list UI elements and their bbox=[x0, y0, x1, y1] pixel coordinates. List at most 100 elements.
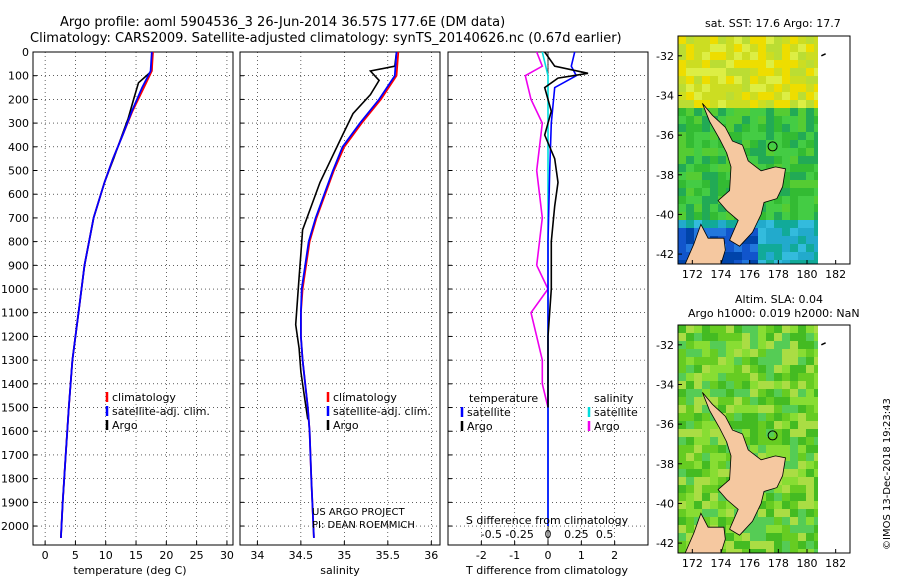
x-tick-label: 1 bbox=[578, 549, 585, 562]
map-cell bbox=[758, 373, 766, 381]
map-cell bbox=[790, 461, 798, 469]
map-cell bbox=[806, 517, 814, 525]
map-cell bbox=[694, 509, 702, 517]
map-cell bbox=[814, 68, 818, 76]
map-cell bbox=[790, 429, 798, 437]
map-cell bbox=[758, 517, 766, 525]
map-cell bbox=[758, 413, 766, 421]
map-cell bbox=[726, 405, 734, 413]
map-cell bbox=[750, 349, 758, 357]
map-cell bbox=[806, 196, 814, 204]
map-cell bbox=[702, 180, 710, 188]
map-cell bbox=[702, 333, 710, 341]
map-cell bbox=[686, 357, 694, 365]
map-cell bbox=[734, 244, 742, 252]
x-tick-label: 36 bbox=[424, 549, 438, 562]
map-cell bbox=[790, 244, 798, 252]
map-cell bbox=[750, 140, 758, 148]
map-cell bbox=[774, 509, 782, 517]
map-cell bbox=[774, 132, 782, 140]
map-cell bbox=[710, 84, 718, 92]
map-cell bbox=[702, 389, 710, 397]
map-cell bbox=[758, 349, 766, 357]
map-cell bbox=[686, 517, 694, 525]
map-cell bbox=[814, 108, 818, 116]
t-legend-argo-label: Argo bbox=[467, 420, 493, 433]
map-cell bbox=[806, 389, 814, 397]
map-cell bbox=[710, 469, 718, 477]
map-cell bbox=[710, 381, 718, 389]
map-cell bbox=[686, 148, 694, 156]
map-cell bbox=[702, 172, 710, 180]
map-cell bbox=[726, 124, 734, 132]
s-tick-label: -0.5 bbox=[481, 528, 502, 541]
map-cell bbox=[790, 76, 798, 84]
map-cell bbox=[750, 124, 758, 132]
map-cell bbox=[710, 365, 718, 373]
map-cell bbox=[710, 172, 718, 180]
map-cell bbox=[702, 461, 710, 469]
map-cell bbox=[766, 108, 774, 116]
map-cell bbox=[766, 220, 774, 228]
map-cell bbox=[814, 132, 818, 140]
map-cell bbox=[814, 52, 818, 60]
map-cell bbox=[718, 373, 726, 381]
map-cell bbox=[806, 44, 814, 52]
map-cell bbox=[750, 228, 758, 236]
map-cell bbox=[782, 333, 790, 341]
map-cell bbox=[782, 252, 790, 260]
map-cell bbox=[758, 108, 766, 116]
y-tick-label: 800 bbox=[8, 236, 29, 249]
map-cell bbox=[766, 405, 774, 413]
map-cell bbox=[694, 140, 702, 148]
map-cell bbox=[750, 116, 758, 124]
map-cell bbox=[678, 357, 686, 365]
map-cell bbox=[806, 36, 814, 44]
map-cell bbox=[758, 429, 766, 437]
x-tick-label: 10 bbox=[99, 549, 113, 562]
map-cell bbox=[726, 501, 734, 509]
x-tick-label: 5 bbox=[72, 549, 79, 562]
map-cell bbox=[766, 148, 774, 156]
map-cell bbox=[782, 477, 790, 485]
map-cell bbox=[798, 357, 806, 365]
island-marker bbox=[821, 342, 826, 346]
map-cell bbox=[734, 421, 742, 429]
map-cell bbox=[766, 36, 774, 44]
sal-x-axis-label: salinity bbox=[320, 564, 360, 577]
map-cell bbox=[694, 381, 702, 389]
map-cell bbox=[742, 36, 750, 44]
map-cell bbox=[814, 525, 818, 533]
map-cell bbox=[750, 36, 758, 44]
s-tick-label: 0 bbox=[545, 528, 552, 541]
map-cell bbox=[686, 469, 694, 477]
map-cell bbox=[814, 469, 818, 477]
map-cell bbox=[814, 413, 818, 421]
map-cell bbox=[774, 365, 782, 373]
map-cell bbox=[774, 44, 782, 52]
map-cell bbox=[702, 60, 710, 68]
map-cell bbox=[758, 453, 766, 461]
map-cell bbox=[798, 36, 806, 44]
map-cell bbox=[806, 533, 814, 541]
map-cell bbox=[814, 220, 818, 228]
map-cell bbox=[694, 116, 702, 124]
map-cell bbox=[766, 156, 774, 164]
map-cell bbox=[806, 116, 814, 124]
map-cell bbox=[742, 365, 750, 373]
map-cell bbox=[790, 381, 798, 389]
map-cell bbox=[782, 405, 790, 413]
map-cell bbox=[814, 228, 818, 236]
map-cell bbox=[798, 260, 806, 264]
map-cell bbox=[734, 60, 742, 68]
map-cell bbox=[694, 68, 702, 76]
map-cell bbox=[710, 477, 718, 485]
map-cell bbox=[726, 381, 734, 389]
map-cell bbox=[790, 148, 798, 156]
map-cell bbox=[742, 236, 750, 244]
map-cell bbox=[742, 429, 750, 437]
map-cell bbox=[678, 196, 686, 204]
map-cell bbox=[806, 501, 814, 509]
map-cell bbox=[790, 341, 798, 349]
lat-tick-label: -32 bbox=[656, 50, 674, 63]
